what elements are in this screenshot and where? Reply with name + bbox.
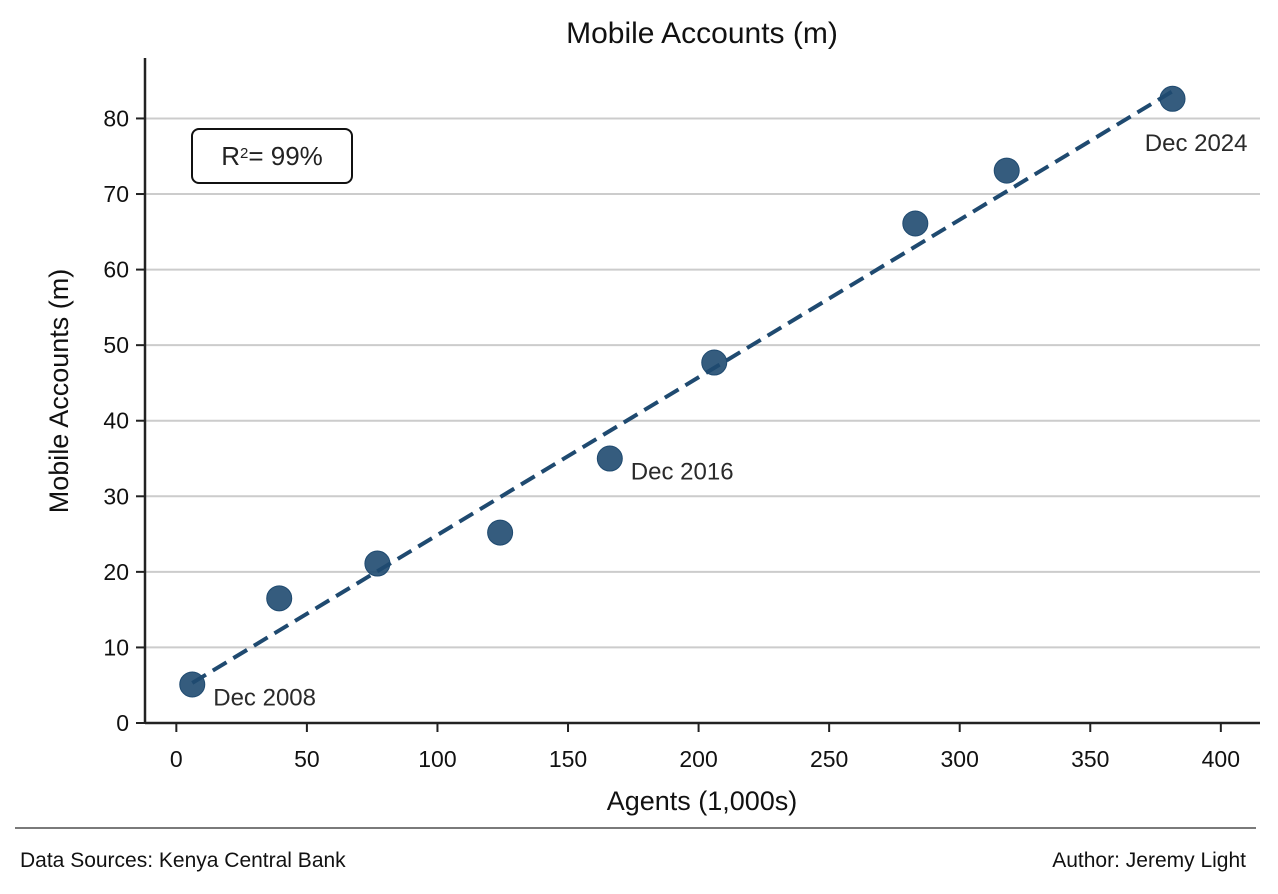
y-tick-label: 30 <box>103 483 129 509</box>
x-tick-label: 400 <box>1202 746 1240 772</box>
data-point <box>364 550 391 577</box>
y-tick-label: 50 <box>103 332 129 358</box>
r-squared-prefix: R <box>221 140 240 171</box>
footer-divider <box>15 827 1256 829</box>
footer-source: Data Sources: Kenya Central Bank <box>20 849 346 872</box>
data-point <box>487 519 514 546</box>
y-tick-label: 70 <box>103 181 129 207</box>
x-axis-ticks: 0 50 100 150 200 250 300 350 400 <box>170 723 1240 772</box>
point-annotation: Dec 2008 <box>213 684 316 711</box>
x-axis-label: Agents (1,000s) <box>607 786 798 816</box>
x-tick-label: 350 <box>1071 746 1109 772</box>
x-tick-label: 200 <box>679 746 717 772</box>
x-tick-label: 0 <box>170 746 183 772</box>
y-tick-label: 40 <box>103 408 129 434</box>
scatter-chart: Mobile Accounts (m) 0 50 100 150 200 250 300 35… <box>44 17 1260 816</box>
r-squared-superscript: 2 <box>239 144 249 162</box>
footer-author: Author: Jeremy Light <box>1052 849 1246 872</box>
data-point <box>902 210 929 237</box>
axes <box>143 58 1260 725</box>
x-tick-label: 300 <box>941 746 979 772</box>
data-point <box>266 585 293 612</box>
data-point <box>1159 85 1186 112</box>
x-tick-label: 100 <box>418 746 456 772</box>
x-tick-label: 250 <box>810 746 848 772</box>
y-tick-label: 10 <box>103 634 129 660</box>
y-tick-label: 20 <box>103 559 129 585</box>
y-axis-ticks: 0 10 20 30 40 50 60 70 80 <box>103 105 145 736</box>
point-annotation: Dec 2024 <box>1145 130 1248 157</box>
r-squared-value: = 99% <box>248 140 323 171</box>
y-tick-label: 60 <box>103 257 129 283</box>
data-point <box>701 349 728 376</box>
y-tick-label: 80 <box>103 105 129 131</box>
point-annotation: Dec 2016 <box>631 459 734 486</box>
data-point <box>596 445 623 472</box>
y-axis-label: Mobile Accounts (m) <box>44 269 74 514</box>
grid-lines <box>145 117 1260 649</box>
x-tick-label: 150 <box>549 746 587 772</box>
data-point <box>179 671 206 698</box>
x-tick-label: 50 <box>294 746 320 772</box>
data-point <box>993 157 1020 184</box>
annotations: Dec 2008 Dec 2016 Dec 2024 <box>213 130 1247 712</box>
y-tick-label: 0 <box>116 710 129 736</box>
data-points <box>179 85 1186 698</box>
chart-title: Mobile Accounts (m) <box>566 17 838 50</box>
